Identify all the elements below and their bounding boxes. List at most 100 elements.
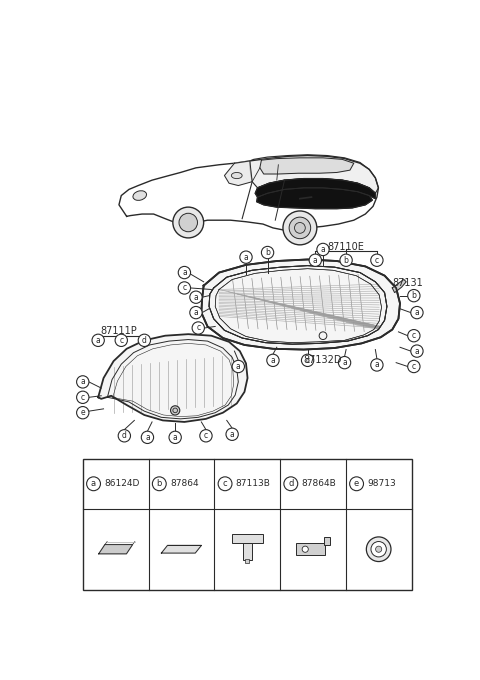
Text: c: c	[81, 393, 85, 402]
Text: a: a	[236, 362, 240, 371]
Text: a: a	[374, 360, 379, 369]
Text: b: b	[156, 479, 162, 488]
Text: a: a	[91, 479, 96, 488]
Circle shape	[349, 477, 363, 491]
Circle shape	[284, 477, 298, 491]
Polygon shape	[98, 334, 248, 422]
Circle shape	[232, 360, 244, 373]
Circle shape	[267, 354, 279, 367]
Polygon shape	[250, 155, 378, 193]
Circle shape	[86, 477, 100, 491]
Text: e: e	[354, 479, 359, 488]
Text: a: a	[342, 358, 347, 367]
Text: a: a	[244, 253, 248, 262]
Text: c: c	[412, 331, 416, 340]
Text: b: b	[344, 256, 348, 265]
Text: 87111P: 87111P	[101, 326, 137, 336]
FancyBboxPatch shape	[83, 459, 411, 590]
Circle shape	[200, 430, 212, 442]
Circle shape	[226, 428, 238, 441]
Text: 87132D: 87132D	[304, 355, 342, 365]
Text: a: a	[321, 245, 325, 254]
Circle shape	[169, 431, 181, 443]
Circle shape	[283, 211, 317, 245]
Circle shape	[371, 359, 383, 371]
Circle shape	[411, 345, 423, 357]
Circle shape	[240, 251, 252, 263]
Text: d: d	[122, 431, 127, 441]
Text: 87110E: 87110E	[328, 242, 364, 252]
Circle shape	[170, 406, 180, 415]
FancyBboxPatch shape	[296, 543, 325, 556]
Text: 86124D: 86124D	[104, 479, 140, 488]
Polygon shape	[260, 158, 354, 174]
Text: c: c	[119, 336, 123, 345]
Circle shape	[295, 222, 305, 233]
Text: b: b	[265, 248, 270, 257]
Text: 87864B: 87864B	[301, 479, 336, 488]
Text: c: c	[204, 431, 208, 441]
Circle shape	[371, 254, 383, 267]
FancyBboxPatch shape	[324, 537, 330, 545]
Text: c: c	[412, 362, 416, 371]
Circle shape	[289, 217, 311, 239]
Text: d: d	[288, 479, 293, 488]
Circle shape	[309, 254, 322, 267]
Text: 87864: 87864	[170, 479, 199, 488]
Polygon shape	[201, 260, 400, 350]
Circle shape	[77, 391, 89, 403]
Circle shape	[173, 207, 204, 238]
Text: a: a	[415, 308, 420, 317]
Circle shape	[366, 537, 391, 562]
Circle shape	[301, 354, 314, 367]
Text: e: e	[81, 408, 85, 418]
Text: 87113B: 87113B	[236, 479, 271, 488]
Text: b: b	[411, 291, 416, 300]
Circle shape	[408, 290, 420, 302]
Polygon shape	[99, 545, 132, 554]
Polygon shape	[161, 545, 202, 553]
Text: a: a	[182, 268, 187, 277]
Circle shape	[192, 322, 204, 334]
Text: a: a	[193, 292, 198, 302]
Text: c: c	[182, 284, 186, 292]
Circle shape	[152, 477, 166, 491]
Circle shape	[302, 546, 308, 552]
Ellipse shape	[133, 191, 146, 201]
Text: c: c	[196, 324, 200, 333]
Text: a: a	[80, 377, 85, 386]
Text: c: c	[223, 479, 228, 488]
Circle shape	[92, 334, 104, 347]
Circle shape	[371, 541, 386, 557]
FancyBboxPatch shape	[245, 559, 250, 563]
Text: c: c	[375, 256, 379, 265]
Circle shape	[338, 356, 351, 369]
Polygon shape	[225, 161, 252, 186]
Circle shape	[218, 477, 232, 491]
Text: a: a	[415, 347, 420, 356]
Circle shape	[375, 546, 382, 552]
Circle shape	[179, 214, 197, 232]
Circle shape	[190, 307, 202, 319]
Polygon shape	[392, 279, 406, 292]
Circle shape	[77, 376, 89, 388]
Circle shape	[408, 360, 420, 373]
Circle shape	[178, 267, 191, 279]
Text: a: a	[313, 256, 318, 265]
Text: a: a	[230, 430, 235, 439]
FancyBboxPatch shape	[232, 534, 263, 543]
Text: a: a	[96, 336, 100, 345]
Text: 98713: 98713	[367, 479, 396, 488]
Circle shape	[118, 430, 131, 442]
Circle shape	[317, 243, 329, 256]
Text: a: a	[271, 356, 276, 365]
Circle shape	[141, 431, 154, 443]
Text: d: d	[142, 336, 147, 345]
Circle shape	[115, 334, 127, 347]
Circle shape	[262, 246, 274, 258]
Circle shape	[408, 330, 420, 342]
Text: c: c	[306, 356, 310, 365]
FancyBboxPatch shape	[242, 543, 252, 560]
Circle shape	[77, 407, 89, 419]
Text: a: a	[145, 433, 150, 442]
